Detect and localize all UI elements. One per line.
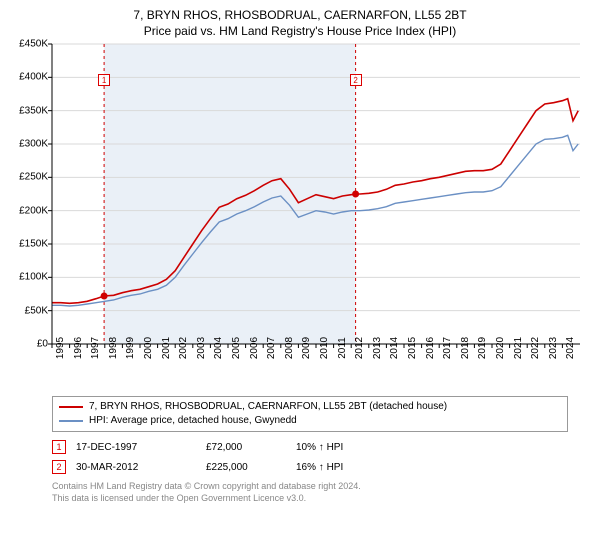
legend-label: 7, BRYN RHOS, RHOSBODRUAL, CAERNARFON, L… [89, 400, 447, 414]
x-tick-label: 1997 [90, 337, 101, 359]
event-date: 17-DEC-1997 [76, 442, 196, 453]
x-tick-label: 2005 [231, 337, 242, 359]
y-tick-label: £0 [37, 339, 48, 350]
x-tick-label: 2022 [530, 337, 541, 359]
x-tick-label: 2010 [319, 337, 330, 359]
x-tick-label: 2013 [372, 337, 383, 359]
y-tick-label: £200K [19, 205, 48, 216]
chart-title-line1: 7, BRYN RHOS, RHOSBODRUAL, CAERNARFON, L… [12, 8, 588, 22]
footer-line: This data is licensed under the Open Gov… [52, 492, 588, 504]
event-price: £72,000 [206, 442, 286, 453]
event-marker-box: 2 [350, 74, 362, 86]
y-tick-label: £450K [19, 39, 48, 50]
footer-line: Contains HM Land Registry data © Crown c… [52, 480, 588, 492]
y-tick-label: £100K [19, 272, 48, 283]
event-row: 2 30-MAR-2012 £225,000 16% ↑ HPI [52, 460, 588, 474]
legend-swatch [59, 420, 83, 422]
shaded-region [104, 44, 356, 344]
y-tick-label: £350K [19, 105, 48, 116]
x-tick-label: 2004 [213, 337, 224, 359]
x-tick-label: 2014 [389, 337, 400, 359]
x-tick-label: 2023 [548, 337, 559, 359]
event-marker: 2 [52, 460, 66, 474]
y-tick-label: £300K [19, 139, 48, 150]
x-tick-label: 2015 [407, 337, 418, 359]
x-tick-label: 2001 [161, 337, 172, 359]
x-tick-label: 2003 [196, 337, 207, 359]
x-tick-label: 1995 [55, 337, 66, 359]
y-tick-label: £50K [25, 305, 48, 316]
event-table: 1 17-DEC-1997 £72,000 10% ↑ HPI 2 30-MAR-2012… [52, 440, 588, 474]
x-tick-label: 2017 [442, 337, 453, 359]
x-tick-label: 2019 [477, 337, 488, 359]
x-tick-label: 2024 [565, 337, 576, 359]
event-price: £225,000 [206, 462, 286, 473]
legend-row: HPI: Average price, detached house, Gwyn… [59, 414, 561, 428]
chart-area: £0£50K£100K£150K£200K£250K£300K£350K£400… [52, 44, 580, 374]
x-tick-label: 2012 [354, 337, 365, 359]
event-marker-box: 1 [98, 74, 110, 86]
y-tick-label: £400K [19, 72, 48, 83]
x-tick-label: 1999 [125, 337, 136, 359]
footer: Contains HM Land Registry data © Crown c… [52, 480, 588, 504]
x-tick-label: 2002 [178, 337, 189, 359]
x-tick-label: 2008 [284, 337, 295, 359]
x-tick-label: 2018 [460, 337, 471, 359]
chart-svg [52, 44, 580, 344]
chart-container: 7, BRYN RHOS, RHOSBODRUAL, CAERNARFON, L… [0, 0, 600, 560]
legend: 7, BRYN RHOS, RHOSBODRUAL, CAERNARFON, L… [52, 396, 568, 432]
chart-title-line2: Price paid vs. HM Land Registry's House … [12, 24, 588, 38]
x-tick-label: 2016 [425, 337, 436, 359]
legend-label: HPI: Average price, detached house, Gwyn… [89, 414, 297, 428]
y-tick-label: £150K [19, 239, 48, 250]
y-tick-label: £250K [19, 172, 48, 183]
legend-row: 7, BRYN RHOS, RHOSBODRUAL, CAERNARFON, L… [59, 400, 561, 414]
x-tick-label: 1996 [73, 337, 84, 359]
event-marker: 1 [52, 440, 66, 454]
event-row: 1 17-DEC-1997 £72,000 10% ↑ HPI [52, 440, 588, 454]
x-tick-label: 2021 [513, 337, 524, 359]
x-tick-label: 1998 [108, 337, 119, 359]
legend-swatch [59, 406, 83, 408]
event-dot [101, 293, 108, 300]
x-tick-label: 2007 [266, 337, 277, 359]
event-date: 30-MAR-2012 [76, 462, 196, 473]
event-diff: 16% ↑ HPI [296, 462, 386, 473]
x-tick-label: 2009 [301, 337, 312, 359]
x-tick-label: 2011 [337, 337, 348, 359]
event-diff: 10% ↑ HPI [296, 442, 386, 453]
event-dot [352, 191, 359, 198]
x-tick-label: 2020 [495, 337, 506, 359]
x-tick-label: 2000 [143, 337, 154, 359]
x-tick-label: 2006 [249, 337, 260, 359]
